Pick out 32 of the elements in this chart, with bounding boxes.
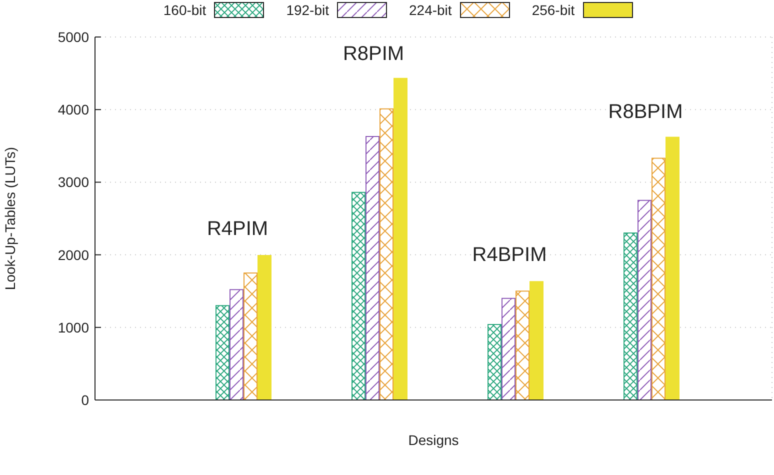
- bar: [624, 232, 638, 400]
- y-tick-label: 1000: [58, 319, 90, 336]
- y-tick-label: 0: [81, 392, 90, 408]
- bar: [502, 298, 516, 400]
- x-tick-label: R8PIM: [342, 42, 404, 65]
- legend-label: 256-bit: [532, 2, 575, 18]
- bar: [366, 136, 380, 400]
- bar: [666, 136, 680, 400]
- bar: [652, 158, 666, 400]
- x-tick-label: R4PIM: [206, 218, 268, 240]
- y-tick-label: 4000: [58, 102, 90, 118]
- bar: [244, 272, 258, 400]
- bar: [380, 108, 394, 400]
- x-tick-label: R4BPIM: [472, 244, 547, 266]
- bar: [258, 255, 272, 400]
- bar: [488, 324, 502, 400]
- legend-label: 160-bit: [163, 2, 206, 18]
- bar: [530, 281, 544, 400]
- y-tick-label: 3000: [58, 174, 90, 190]
- bar: [352, 192, 366, 400]
- y-axis-title: Look-Up-Tables (LUTs): [2, 146, 18, 290]
- x-tick-label: R8BPIM: [608, 101, 683, 124]
- y-tick-label: 5000: [58, 28, 90, 45]
- bar: [638, 200, 652, 400]
- bar: [394, 78, 408, 400]
- bar: [230, 289, 244, 400]
- legend-label: 224-bit: [409, 2, 452, 18]
- y-tick-label: 2000: [58, 246, 90, 263]
- bar: [216, 305, 230, 400]
- legend-label: 192-bit: [286, 2, 329, 18]
- x-axis-title: Designs: [408, 432, 459, 448]
- bar: [516, 290, 530, 400]
